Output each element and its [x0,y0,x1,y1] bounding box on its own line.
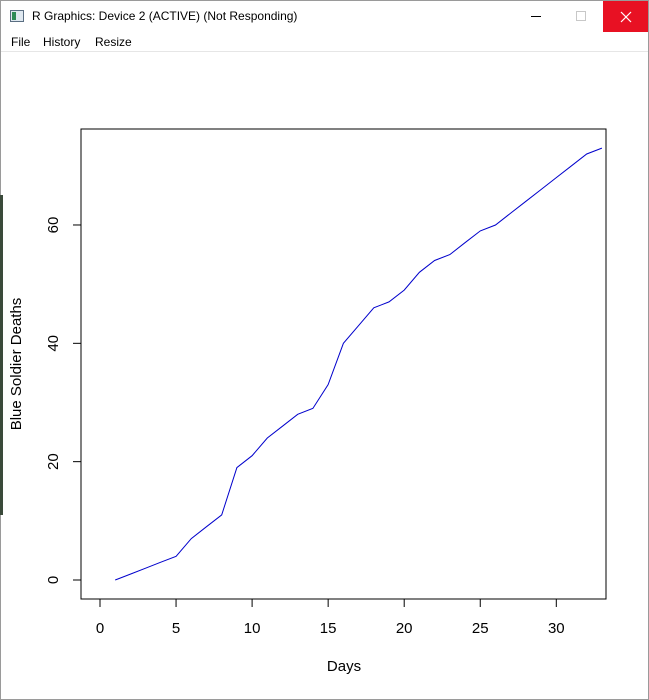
background-window-edge [0,195,3,515]
close-button[interactable] [603,1,648,32]
y-tick-label: 20 [45,453,62,470]
y-tick-label: 60 [45,217,62,234]
x-tick-label: 5 [172,620,180,637]
y-axis-label: Blue Soldier Deaths [8,298,25,431]
x-axis: 0 5 10 15 20 25 30 [96,598,565,637]
minimize-button[interactable] [512,1,558,32]
menu-file[interactable]: File [11,35,31,49]
x-tick-label: 0 [96,620,104,637]
plot-box [80,128,607,600]
y-tick-label: 0 [45,576,62,584]
y-axis: 0 20 40 60 [45,217,82,584]
window-title: R Graphics: Device 2 (ACTIVE) (Not Respo… [32,9,298,23]
series-line [115,147,603,581]
x-tick-label: 20 [396,620,413,637]
x-tick-label: 15 [320,620,337,637]
x-axis-label: Days [327,658,361,675]
maximize-button[interactable] [558,1,604,32]
x-tick-label: 25 [472,620,489,637]
menu-history[interactable]: History [43,35,81,49]
r-graphics-app-icon [10,10,24,22]
menu-resize[interactable]: Resize [95,35,132,49]
menu-bar: File History Resize [1,32,648,52]
x-tick-label: 10 [244,620,261,637]
x-tick-label: 30 [548,620,565,637]
close-icon [620,11,632,23]
title-bar[interactable]: R Graphics: Device 2 (ACTIVE) (Not Respo… [1,1,648,32]
y-tick-label: 40 [45,335,62,352]
